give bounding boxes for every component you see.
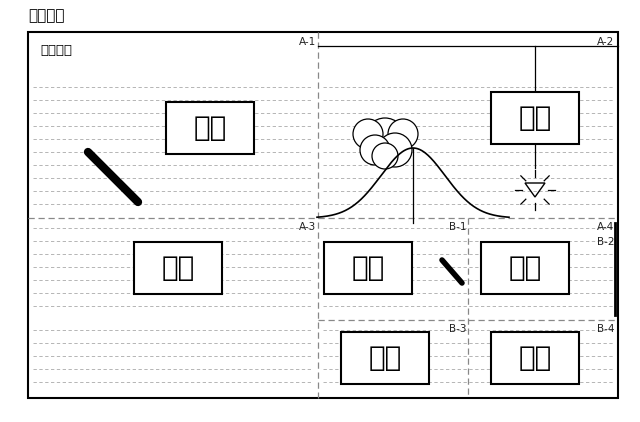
Bar	[134, 242, 222, 294]
Text: 正常: 正常	[508, 254, 541, 282]
Bar	[166, 102, 254, 154]
Text: B-2: B-2	[596, 237, 614, 247]
Text: 正常: 正常	[369, 344, 402, 372]
Bar	[341, 332, 429, 384]
Text: A-3: A-3	[299, 222, 316, 232]
Text: 正常: 正常	[518, 344, 552, 372]
Circle shape	[360, 135, 390, 165]
Bar	[491, 92, 579, 144]
Circle shape	[365, 118, 405, 158]
Text: 異常: 異常	[351, 254, 385, 282]
Text: B-4: B-4	[596, 324, 614, 334]
Text: A-1: A-1	[299, 37, 316, 47]
Circle shape	[372, 143, 398, 169]
Bar	[491, 332, 579, 384]
Circle shape	[353, 119, 383, 149]
Bar	[28, 32, 618, 398]
Text: 正常: 正常	[193, 114, 227, 142]
Text: A-2: A-2	[596, 37, 614, 47]
Text: 正常: 正常	[161, 254, 195, 282]
Text: 登山日記: 登山日記	[40, 44, 72, 57]
Text: B-3: B-3	[449, 324, 466, 334]
Bar	[324, 242, 412, 294]
Text: 印刷画像: 印刷画像	[28, 8, 65, 23]
Bar	[481, 242, 569, 294]
Circle shape	[378, 133, 412, 167]
Circle shape	[388, 119, 418, 149]
Text: 正常: 正常	[518, 104, 552, 132]
Text: A-4: A-4	[596, 222, 614, 232]
Text: B-1: B-1	[449, 222, 466, 232]
